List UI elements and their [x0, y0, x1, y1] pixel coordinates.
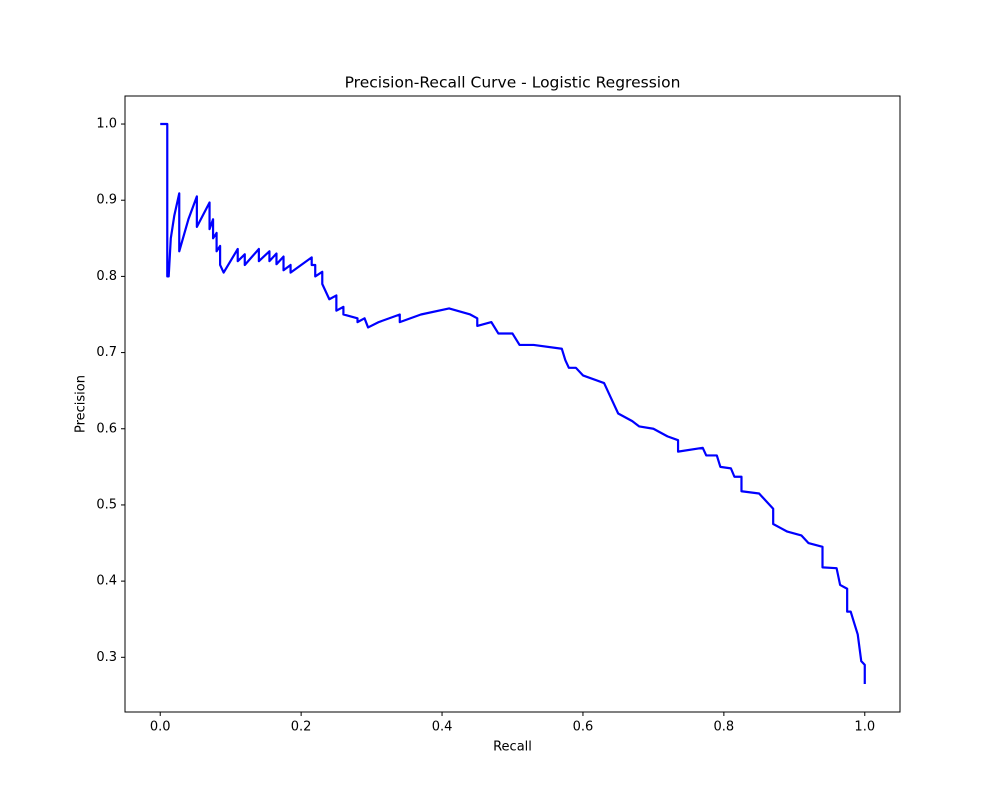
y-tick-label: 0.7: [96, 345, 117, 360]
y-tick-label: 0.9: [96, 193, 117, 208]
x-axis-label: Recall: [493, 740, 532, 755]
y-tick-label: 0.8: [96, 269, 117, 284]
y-tick-label: 0.6: [96, 421, 117, 436]
x-tick-label: 1.0: [854, 720, 875, 735]
y-axis-label: Precision: [74, 375, 89, 433]
x-tick-label: 0.8: [714, 720, 735, 735]
axes-frame: [124, 95, 901, 713]
x-tick-label: 0.2: [291, 720, 312, 735]
x-tick-label: 0.6: [573, 720, 594, 735]
y-tick-label: 0.3: [96, 650, 117, 665]
pr-curve: [160, 122, 866, 684]
y-tick-label: 1.0: [96, 117, 117, 132]
x-tick-label: 0.0: [150, 720, 171, 735]
chart-title: Precision-Recall Curve - Logistic Regres…: [345, 74, 681, 92]
y-tick-label: 0.4: [96, 574, 117, 589]
y-tick-label: 0.5: [96, 497, 117, 512]
x-tick-label: 0.4: [432, 720, 453, 735]
